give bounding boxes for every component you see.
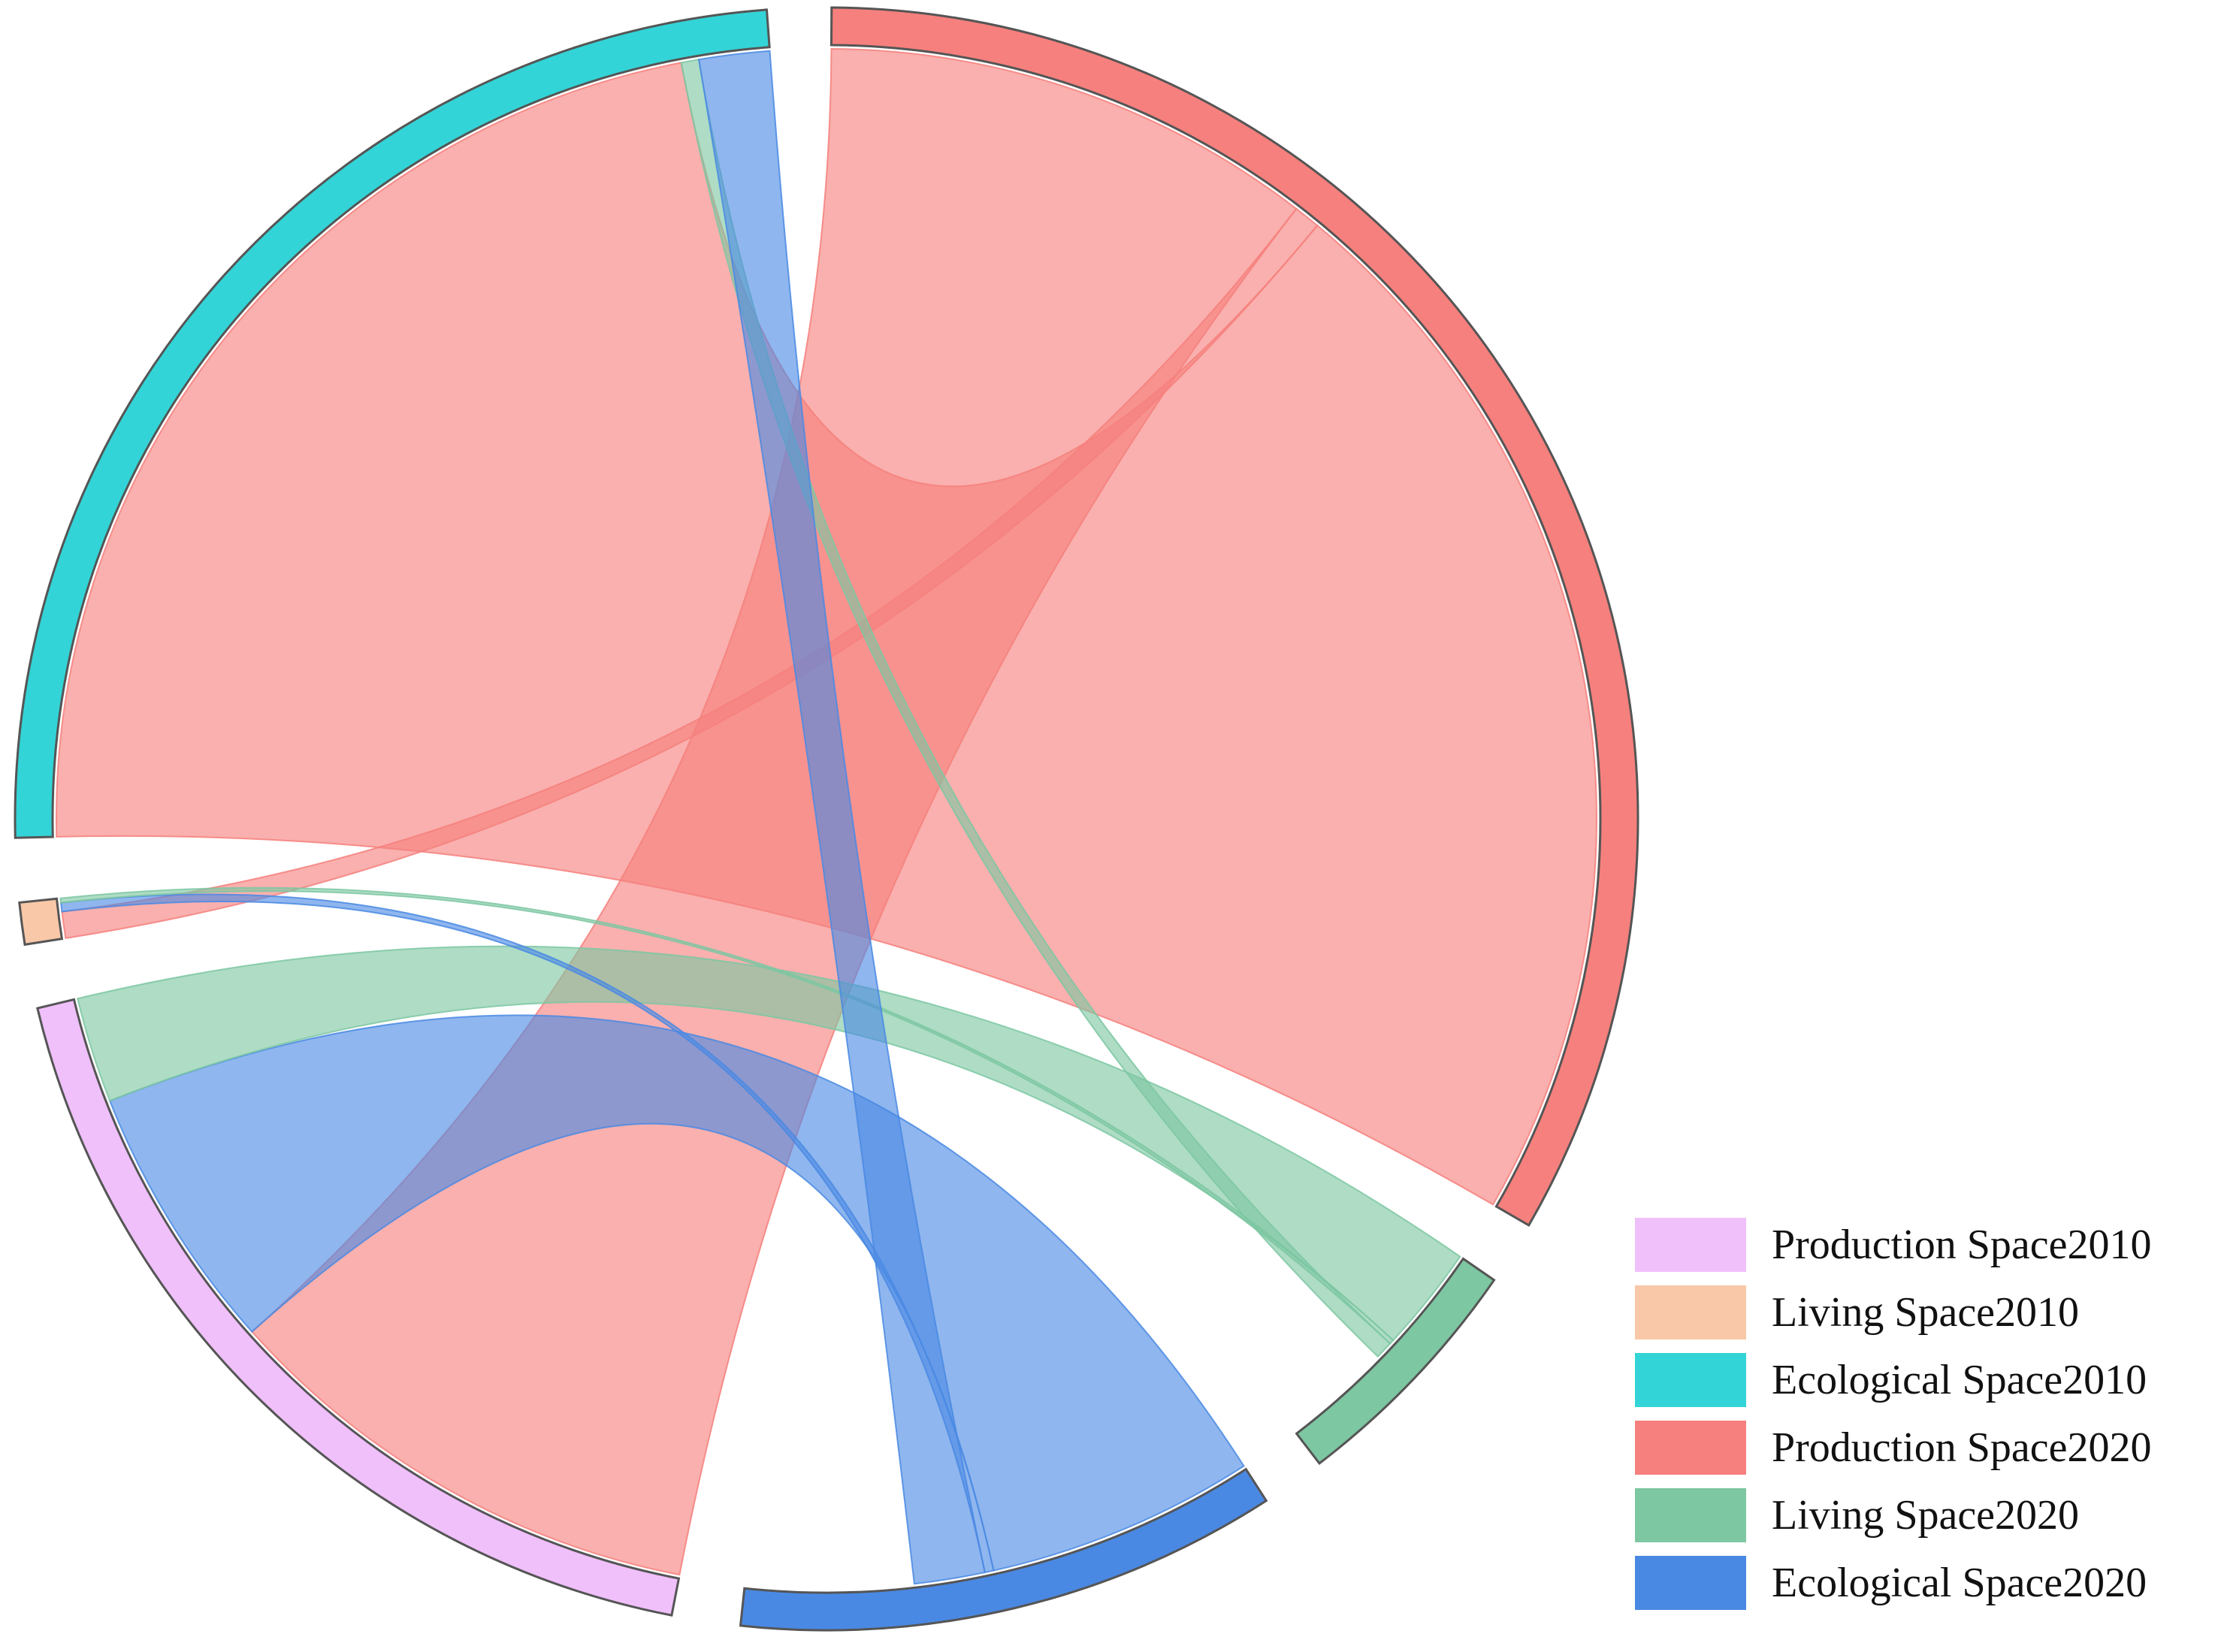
legend-label: Production Space2010: [1772, 1222, 2152, 1268]
legend-entry: Living Space2010: [1635, 1279, 2206, 1346]
legend-swatch: [1635, 1556, 1746, 1610]
group-arc: [18, 897, 64, 947]
legend-entry: Ecological Space2020: [1635, 1549, 2206, 1617]
legend-swatch: [1635, 1218, 1746, 1272]
chord-ribbons: [56, 48, 1597, 1585]
legend: Production Space2010 Living Space2010 Ec…: [1635, 1211, 2206, 1617]
legend-label: Living Space2010: [1772, 1289, 2080, 1336]
group-arc: [36, 998, 681, 1617]
group-arc: [14, 8, 771, 839]
chord-ribbon: [59, 886, 1395, 1345]
group-arc: [1295, 1257, 1496, 1466]
group-arcs: [14, 6, 1639, 1632]
legend-swatch: [1635, 1421, 1746, 1475]
group-arc: [739, 1467, 1268, 1632]
chord-ribbon: [697, 50, 987, 1585]
chord-ribbon: [59, 893, 995, 1574]
legend-entry: Production Space2020: [1635, 1414, 2206, 1481]
legend-label: Ecological Space2020: [1772, 1560, 2147, 1606]
legend-entry: Living Space2020: [1635, 1481, 2206, 1549]
legend-swatch: [1635, 1488, 1746, 1542]
legend-label: Living Space2020: [1772, 1492, 2080, 1539]
legend-label: Production Space2020: [1772, 1424, 2152, 1471]
group-arc: [829, 6, 1639, 1228]
legend-entry: Ecological Space2010: [1635, 1346, 2206, 1414]
legend-label: Ecological Space2010: [1772, 1357, 2147, 1403]
legend-swatch: [1635, 1285, 1746, 1339]
legend-swatch: [1635, 1353, 1746, 1407]
legend-entry: Production Space2010: [1635, 1211, 2206, 1279]
